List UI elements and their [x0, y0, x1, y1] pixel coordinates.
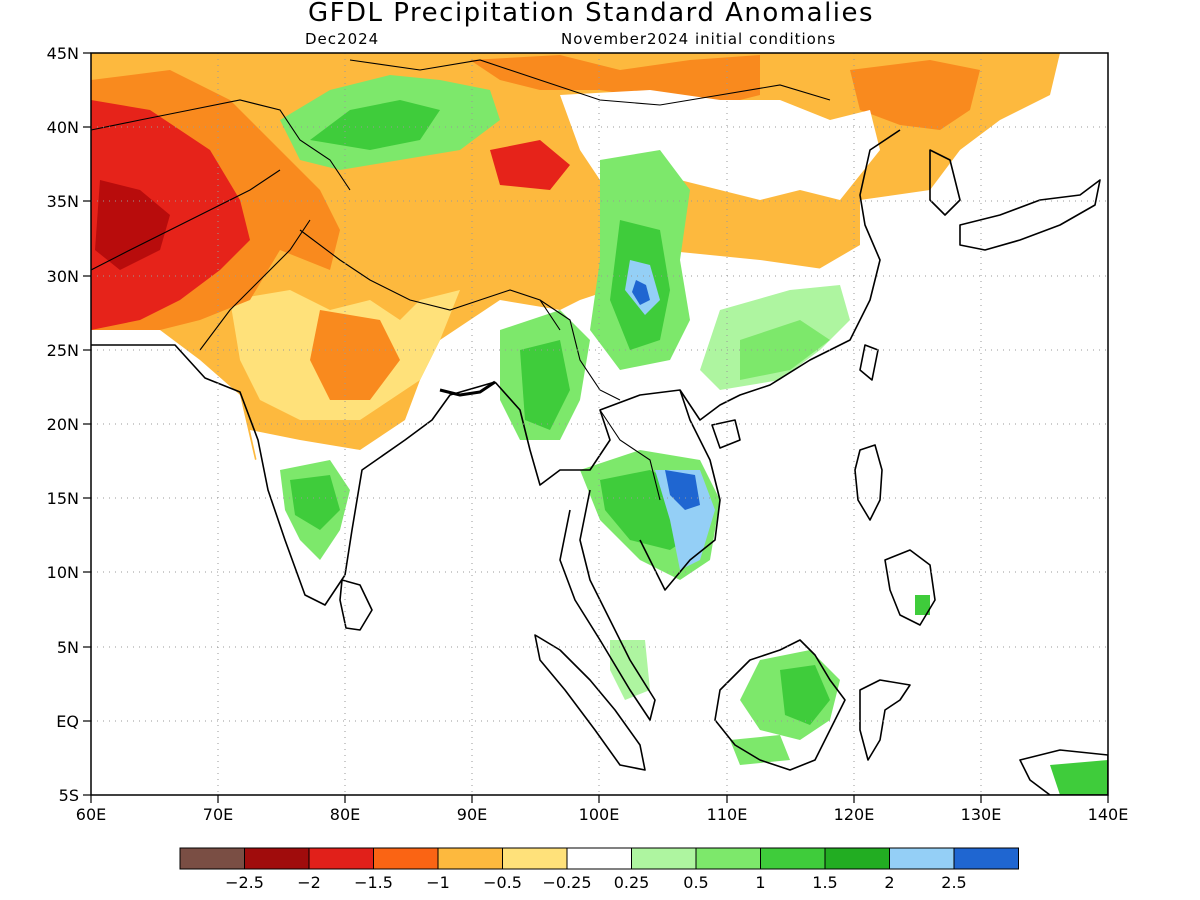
colorbar-label: 2.5 — [941, 873, 966, 892]
border-pakistan-india — [199, 219, 311, 351]
anomaly-region-peak-wet-yunnan — [632, 280, 650, 305]
colorbar-swatch — [308, 847, 374, 870]
lat-tick-35n: 35N — [47, 192, 79, 211]
lon-tick-110e: 110E — [707, 805, 748, 824]
coastline-indochina — [494, 129, 901, 486]
colorbar-label: −0.5 — [483, 873, 522, 892]
lat-tick-15n: 15N — [47, 489, 79, 508]
colorbar-swatch — [373, 847, 439, 870]
lon-tick-100e: 100E — [579, 805, 620, 824]
colorbar-label: −0.25 — [542, 873, 591, 892]
tick-marks-group — [83, 52, 1109, 803]
coastline-philippines-luzon — [854, 444, 883, 521]
anomaly-region-very-wet-tibet-north — [310, 100, 440, 150]
colorbar-label: 1.5 — [812, 873, 837, 892]
coastline-group — [91, 129, 1108, 795]
lat-tick-eq: EQ — [56, 712, 79, 731]
colorbar-swatch — [824, 847, 890, 870]
colorbar-label: 0.25 — [614, 873, 650, 892]
lat-tick-20n: 20N — [47, 415, 79, 434]
coastline-sumatra — [534, 634, 646, 771]
colorbar: −2.5 −2 −1.5 −1 −0.5 −0.25 0.25 0.5 1 1.5 2 2.5 — [179, 847, 1019, 892]
coastline-sri-lanka — [339, 579, 373, 631]
colorbar-swatch — [244, 847, 310, 870]
coastline-korea — [929, 149, 961, 216]
colorbar-label: 1 — [755, 873, 765, 892]
border-mongolia — [349, 59, 831, 106]
anomaly-region-extreme-dry-core — [95, 180, 170, 270]
anomaly-region-dry-mongolia — [470, 55, 760, 105]
lat-tick-5s: 5S — [59, 786, 79, 805]
lon-tick-80e: 80E — [330, 805, 360, 824]
anomaly-region-very-wet-borneo — [780, 665, 830, 725]
lon-tick-70e: 70E — [203, 805, 233, 824]
anomaly-region-wet-java-sea — [730, 735, 790, 765]
lon-tick-140e: 140E — [1088, 805, 1129, 824]
anomaly-region-wet-philippines — [915, 595, 930, 615]
colorbar-label: −1.5 — [354, 873, 393, 892]
colorbar-swatch — [953, 847, 1019, 870]
colorbar-swatch — [760, 847, 826, 870]
map-subtitle-month: Dec2024 — [305, 30, 379, 48]
lat-tick-10n: 10N — [47, 563, 79, 582]
gridlines-group — [91, 53, 1108, 795]
border-central-asia — [91, 99, 351, 191]
country-borders-group — [91, 59, 831, 501]
coastline-japan — [959, 179, 1101, 251]
colorbar-label: −1 — [426, 873, 450, 892]
colorbar-label: −2 — [297, 873, 321, 892]
lon-tick-120e: 120E — [834, 805, 875, 824]
colorbar-swatch — [889, 847, 955, 870]
anomaly-region-very-wet-south-india — [290, 475, 340, 530]
colorbar-swatch — [179, 847, 245, 870]
coastline-vietnam — [639, 389, 721, 591]
colorbar-swatch — [566, 847, 632, 870]
anomaly-region-wet-new-guinea — [1050, 760, 1108, 795]
map-subtitle-initial-conditions: November2024 initial conditions — [561, 30, 836, 48]
lat-tick-25n: 25N — [47, 341, 79, 360]
coastline-sulawesi — [859, 679, 911, 761]
anomaly-region-very-dry-mongolia-core — [490, 140, 570, 190]
lon-tick-90e: 90E — [457, 805, 487, 824]
coastline-new-guinea — [1019, 749, 1108, 795]
lat-tick-30n: 30N — [47, 267, 79, 286]
colorbar-label: −2.5 — [225, 873, 264, 892]
colorbar-label: 0.5 — [683, 873, 708, 892]
anomaly-region-dry-india — [310, 310, 400, 400]
coastline-philippines-mindanao — [884, 549, 936, 626]
lat-tick-5n: 5N — [57, 638, 79, 657]
border-myanmar-china — [539, 299, 621, 401]
colorbar-swatch — [695, 847, 761, 870]
lat-tick-40n: 40N — [47, 118, 79, 137]
colorbar-swatch — [631, 847, 697, 870]
map-title: GFDL Precipitation Standard Anomalies — [308, 0, 874, 28]
anomaly-region-wet-sumatra — [610, 640, 650, 700]
lat-tick-45n: 45N — [47, 44, 79, 63]
anomaly-region-very-dry-afghanistan — [91, 100, 250, 330]
colorbar-label: 2 — [884, 873, 894, 892]
border-laos-thailand — [599, 409, 661, 501]
coastline-india — [91, 344, 496, 606]
coastline-hainan — [711, 419, 741, 449]
anomaly-region-peak-wet-vietnam — [665, 470, 700, 510]
lon-tick-60e: 60E — [76, 805, 106, 824]
lon-tick-130e: 130E — [961, 805, 1002, 824]
border-himalaya — [299, 229, 561, 331]
colorbar-swatch — [437, 847, 503, 870]
plot-area — [91, 53, 1108, 795]
coastline-bangladesh-delta — [439, 380, 496, 397]
anomaly-region-moderate-wet-south-china — [740, 320, 830, 380]
anomaly-region-very-wet-myanmar — [520, 340, 570, 430]
coastline-borneo — [714, 639, 846, 771]
anomaly-region-dry-northeast — [850, 60, 980, 130]
coastline-malay-peninsula — [559, 489, 656, 721]
coastline-taiwan — [859, 344, 879, 381]
border-afghanistan — [91, 169, 281, 271]
colorbar-swatch — [502, 847, 568, 870]
